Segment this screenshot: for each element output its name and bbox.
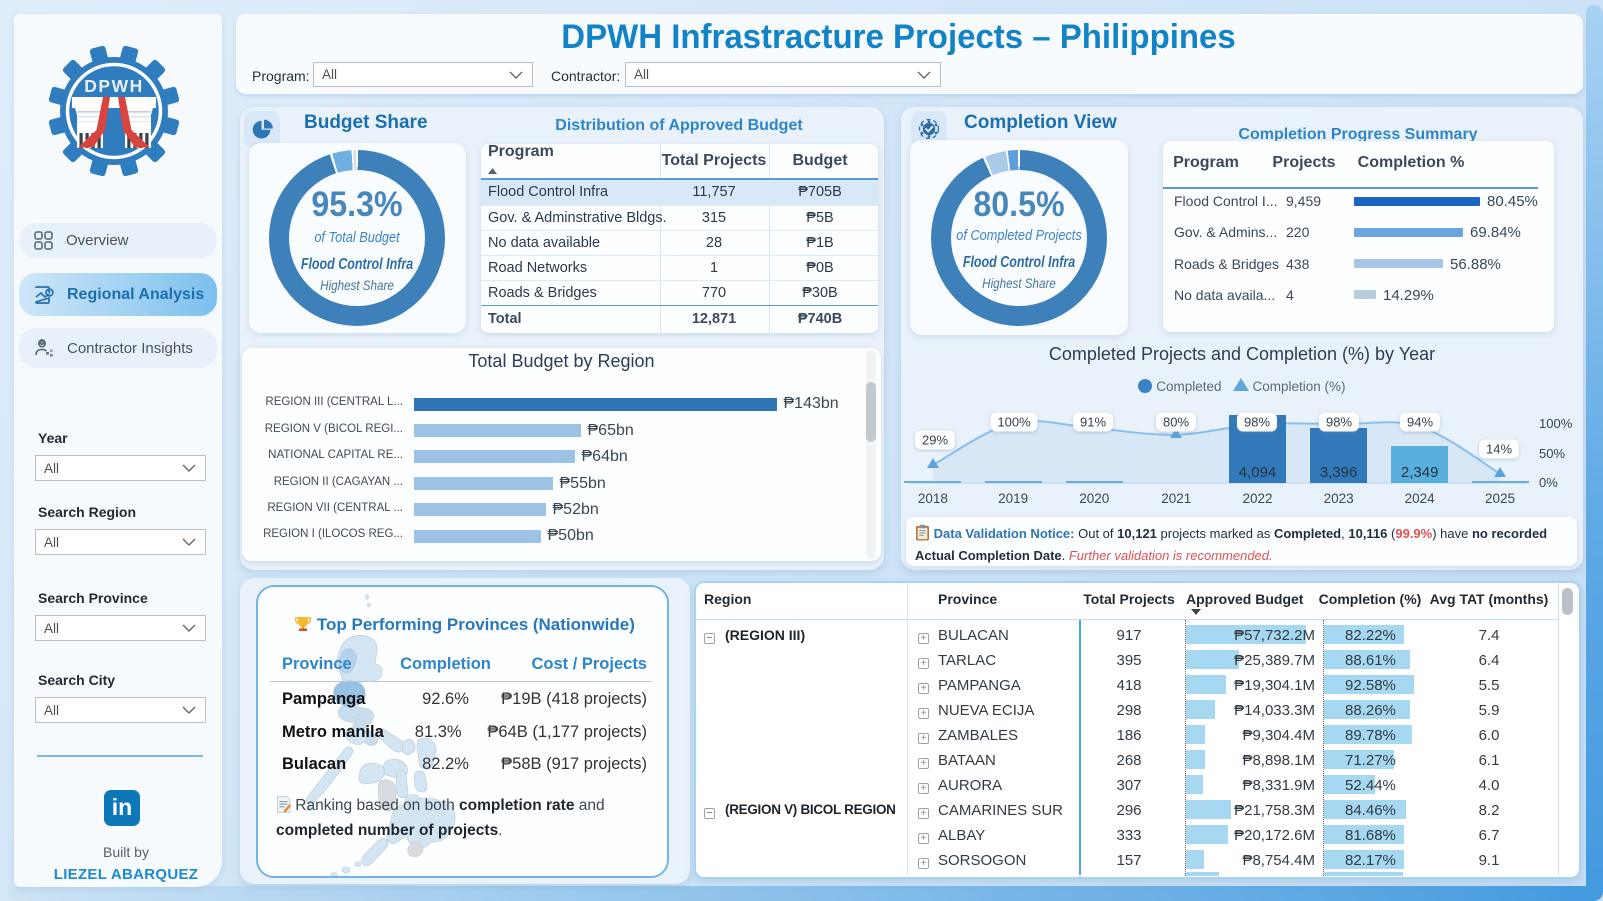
svg-text:DPWH: DPWH [84, 76, 143, 96]
